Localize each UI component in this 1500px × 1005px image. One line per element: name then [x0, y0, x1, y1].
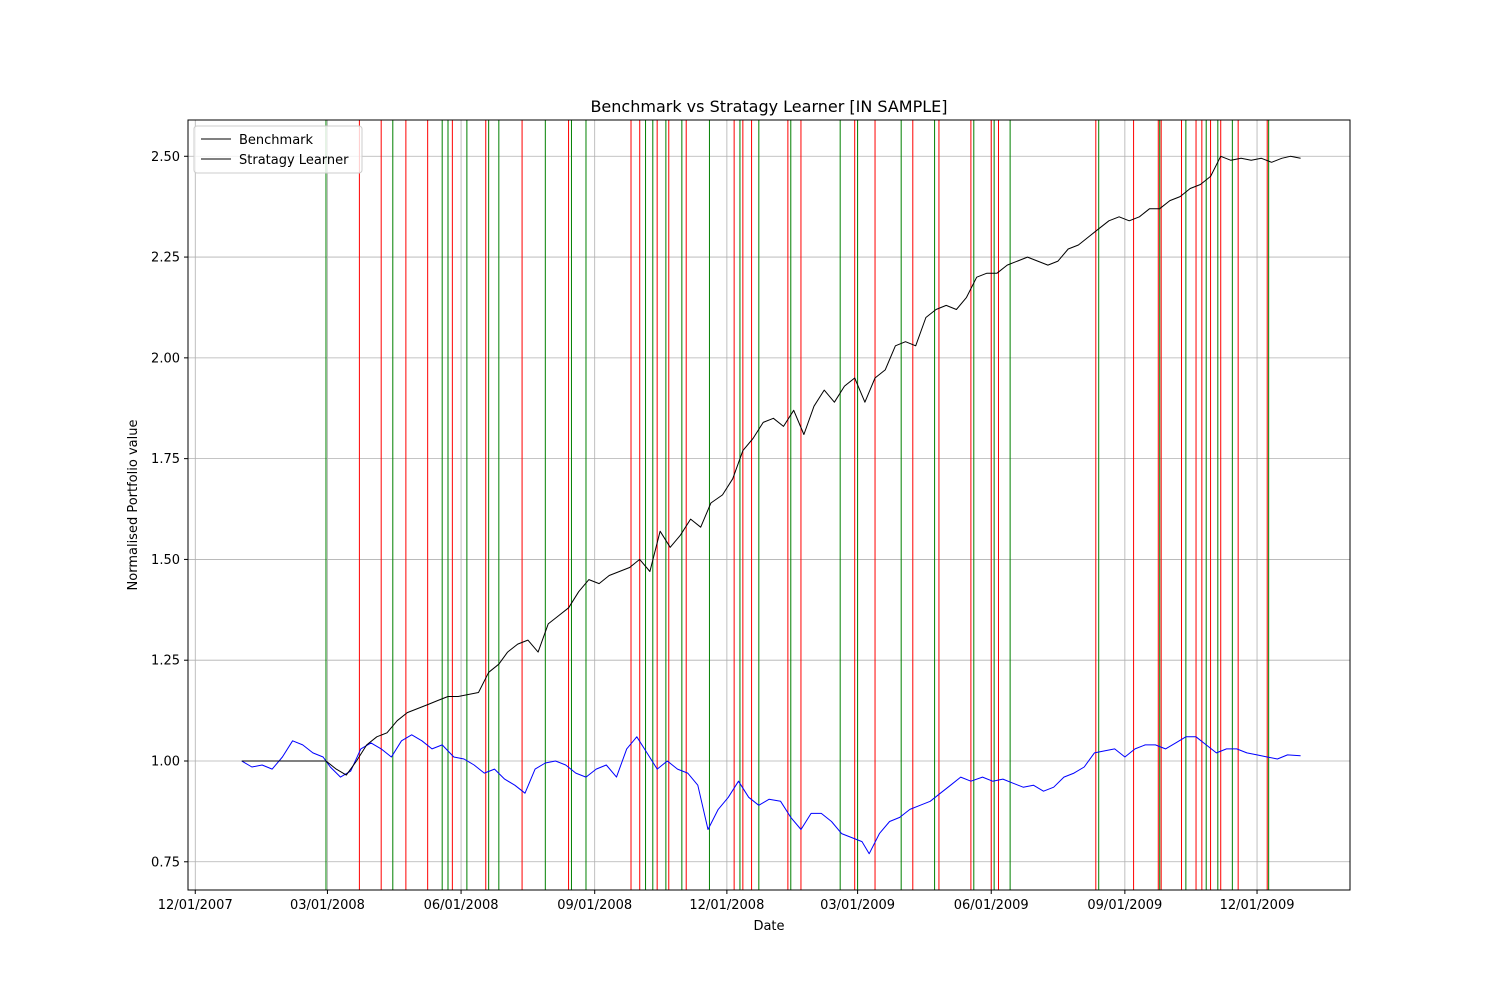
x-tick-label: 09/01/2008 [557, 898, 632, 913]
y-tick-label: 1.50 [151, 553, 180, 568]
x-axis-ticks: 12/01/2007 03/01/2008 06/01/2008 09/01/2008… [158, 890, 1295, 913]
y-tick-label: 0.75 [151, 855, 180, 870]
legend-box [193, 125, 363, 174]
chart-title: Benchmark vs Stratagy Learner [IN SAMPLE… [590, 97, 947, 116]
y-tick-label: 1.25 [151, 654, 180, 669]
y-tick-label: 1.00 [151, 754, 180, 769]
x-tick-label: 03/01/2009 [820, 898, 895, 913]
x-tick-label: 12/01/2007 [158, 898, 233, 913]
stratagy-learner-series-line [241, 155, 1301, 776]
x-tick-label: 03/01/2008 [290, 898, 365, 913]
legend-label-stratagy-learner: Stratagy Learner [239, 153, 349, 168]
x-tick-label: 12/01/2008 [689, 898, 764, 913]
benchmark-series-line [241, 734, 1301, 855]
x-tick-label: 06/01/2008 [424, 898, 499, 913]
y-axis-label: Normalised Portfolio value [126, 420, 141, 591]
x-axis-label: Date [753, 919, 784, 934]
x-tick-label: 09/01/2009 [1087, 898, 1162, 913]
y-tick-label: 2.25 [151, 251, 180, 266]
series-lines [241, 155, 1301, 855]
plot-area-frame [187, 119, 1351, 891]
y-tick-label: 2.00 [151, 351, 180, 366]
x-tick-label: 12/01/2009 [1220, 898, 1295, 913]
y-tick-label: 1.75 [151, 452, 180, 467]
y-axis-ticks: 0.75 1.00 1.25 1.50 1.75 2.00 2.25 2.50 [151, 150, 188, 870]
legend: Benchmark Stratagy Learner [193, 125, 363, 174]
legend-label-benchmark: Benchmark [239, 133, 314, 148]
trade-signal-lines [325, 120, 1270, 890]
y-tick-label: 2.50 [151, 150, 180, 165]
x-tick-label: 06/01/2009 [954, 898, 1029, 913]
